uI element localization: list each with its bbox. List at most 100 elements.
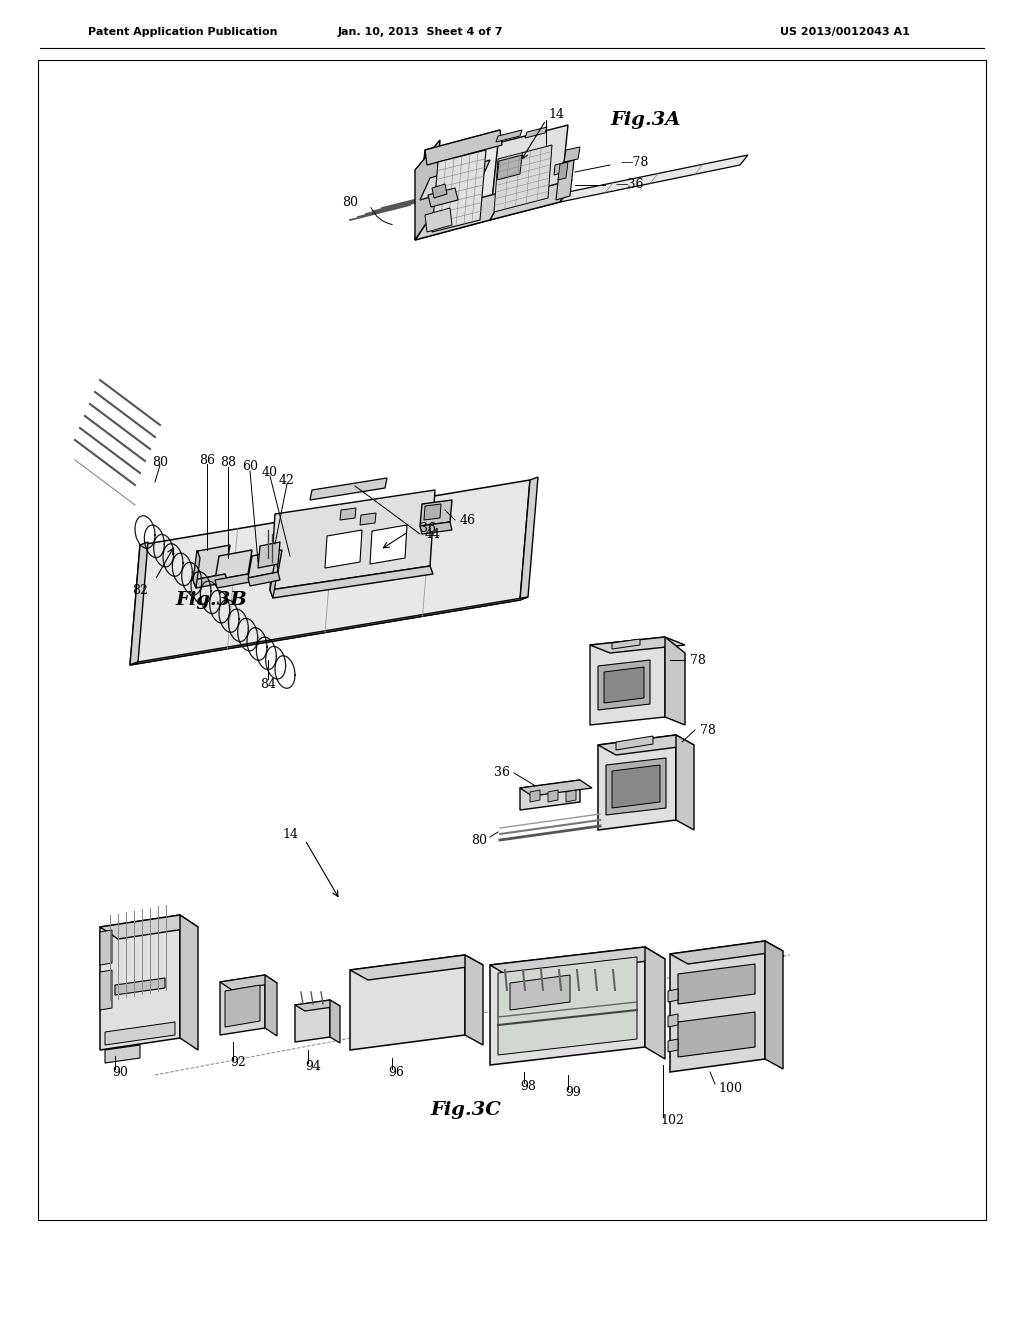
- Polygon shape: [248, 572, 280, 586]
- Text: 80: 80: [471, 833, 487, 846]
- Polygon shape: [415, 190, 510, 240]
- Polygon shape: [554, 162, 567, 176]
- Polygon shape: [556, 160, 574, 201]
- Polygon shape: [676, 735, 694, 830]
- Polygon shape: [415, 129, 500, 240]
- Text: Jan. 10, 2013  Sheet 4 of 7: Jan. 10, 2013 Sheet 4 of 7: [337, 26, 503, 37]
- Text: 42: 42: [280, 474, 295, 487]
- Polygon shape: [498, 957, 637, 1055]
- Polygon shape: [360, 513, 376, 525]
- Polygon shape: [590, 638, 685, 653]
- Polygon shape: [420, 521, 452, 535]
- Polygon shape: [215, 574, 250, 587]
- Polygon shape: [350, 954, 483, 979]
- Polygon shape: [665, 638, 685, 725]
- Text: 102: 102: [660, 1114, 684, 1126]
- Polygon shape: [566, 789, 575, 803]
- Text: 80: 80: [342, 195, 358, 209]
- Polygon shape: [490, 946, 665, 977]
- Polygon shape: [100, 915, 198, 939]
- Polygon shape: [193, 545, 230, 579]
- Polygon shape: [105, 1022, 175, 1045]
- Polygon shape: [248, 550, 282, 578]
- Polygon shape: [520, 780, 592, 796]
- Polygon shape: [678, 946, 784, 969]
- Text: 40: 40: [262, 466, 278, 479]
- Polygon shape: [130, 480, 530, 665]
- Polygon shape: [370, 525, 407, 564]
- Polygon shape: [765, 941, 783, 1069]
- Text: 80: 80: [152, 455, 168, 469]
- Polygon shape: [668, 1014, 678, 1027]
- Polygon shape: [432, 183, 447, 198]
- Polygon shape: [598, 660, 650, 710]
- Text: 90: 90: [112, 1065, 128, 1078]
- Polygon shape: [530, 789, 540, 803]
- Text: 44: 44: [425, 528, 441, 540]
- Polygon shape: [425, 129, 502, 165]
- Polygon shape: [310, 478, 387, 500]
- Polygon shape: [616, 737, 653, 750]
- Polygon shape: [670, 941, 783, 964]
- Polygon shape: [668, 1039, 678, 1052]
- Polygon shape: [325, 531, 362, 568]
- Text: —36: —36: [615, 178, 643, 191]
- Polygon shape: [350, 954, 465, 1049]
- Text: Fig.3A: Fig.3A: [610, 111, 680, 129]
- Text: Fig.3B: Fig.3B: [175, 591, 247, 609]
- Polygon shape: [490, 946, 645, 1065]
- Text: Patent Application Publication: Patent Application Publication: [88, 26, 278, 37]
- Polygon shape: [612, 766, 660, 808]
- Polygon shape: [270, 490, 435, 590]
- Polygon shape: [490, 125, 568, 220]
- Polygon shape: [494, 145, 552, 213]
- Text: 14: 14: [282, 828, 298, 841]
- Polygon shape: [130, 597, 528, 665]
- Polygon shape: [490, 180, 572, 220]
- Polygon shape: [220, 975, 265, 1035]
- Text: 98: 98: [520, 1080, 536, 1093]
- Polygon shape: [270, 566, 433, 598]
- Polygon shape: [193, 574, 228, 587]
- Polygon shape: [424, 504, 441, 520]
- Polygon shape: [115, 978, 165, 995]
- Polygon shape: [420, 160, 490, 201]
- Polygon shape: [612, 639, 640, 649]
- Polygon shape: [496, 129, 522, 143]
- Polygon shape: [180, 915, 198, 1049]
- Polygon shape: [432, 150, 486, 232]
- Text: 88: 88: [220, 457, 236, 470]
- Text: US 2013/0012043 A1: US 2013/0012043 A1: [780, 26, 910, 37]
- Polygon shape: [193, 550, 200, 587]
- Text: 60: 60: [242, 461, 258, 474]
- Polygon shape: [100, 931, 112, 965]
- Polygon shape: [548, 789, 558, 803]
- Text: Fig.3C: Fig.3C: [430, 1101, 501, 1119]
- Polygon shape: [598, 735, 694, 755]
- Polygon shape: [564, 147, 580, 162]
- Polygon shape: [525, 127, 547, 139]
- Polygon shape: [678, 964, 755, 1005]
- Text: 99: 99: [565, 1085, 581, 1098]
- Text: 82: 82: [132, 583, 148, 597]
- Text: 94: 94: [305, 1060, 321, 1072]
- Polygon shape: [558, 162, 568, 180]
- Polygon shape: [425, 209, 452, 232]
- Polygon shape: [295, 1001, 330, 1041]
- Polygon shape: [428, 187, 458, 207]
- Text: —78: —78: [620, 157, 648, 169]
- Polygon shape: [670, 941, 765, 1072]
- Polygon shape: [668, 989, 678, 1002]
- Polygon shape: [130, 543, 148, 665]
- Polygon shape: [497, 154, 522, 180]
- Polygon shape: [330, 1001, 340, 1043]
- Text: 36: 36: [420, 521, 436, 535]
- Polygon shape: [465, 954, 483, 1045]
- Polygon shape: [604, 667, 644, 704]
- Polygon shape: [225, 985, 260, 1027]
- Polygon shape: [215, 550, 252, 579]
- Text: 84: 84: [260, 678, 276, 692]
- Polygon shape: [520, 477, 538, 601]
- Polygon shape: [645, 946, 665, 1059]
- Polygon shape: [590, 638, 665, 725]
